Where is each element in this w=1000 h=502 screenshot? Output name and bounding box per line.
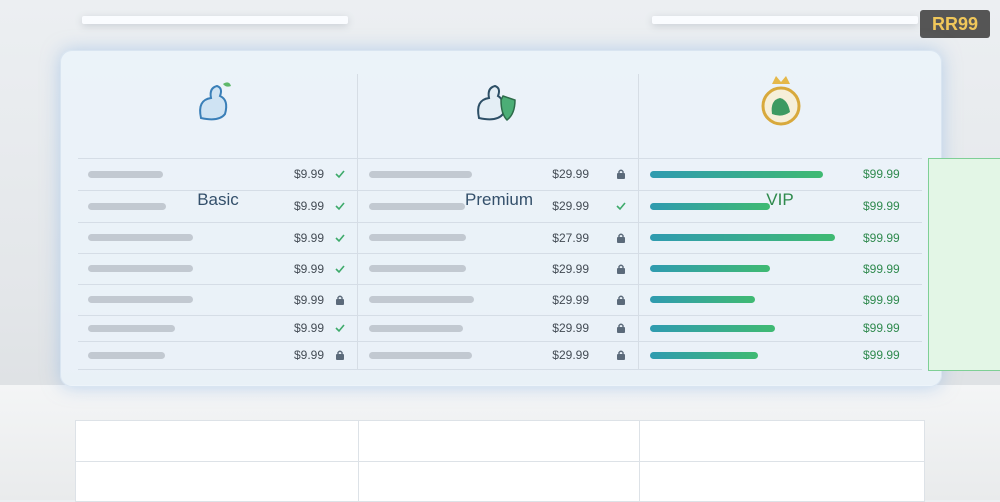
check-icon [335,264,345,273]
price: $99.99 [863,292,900,307]
price: $29.99 [552,292,589,307]
placeholder-bar [369,351,472,359]
placeholder-bar [88,202,166,210]
feature-bar [650,234,835,241]
lock-icon [617,295,625,305]
price: $29.99 [552,199,589,213]
premium-icon [477,84,516,121]
plan-name: Premium [464,190,533,209]
placeholder-bar [88,351,165,359]
lock-icon [617,169,625,179]
lock-icon [617,323,625,333]
vip-highlight [928,158,1000,371]
lock-icon [336,295,344,305]
lock-icon [617,264,625,274]
row-divider [78,284,922,285]
price: $9.99 [293,321,324,335]
lock-icon [617,233,625,243]
vip-icon [761,76,801,126]
placeholder-bar [88,170,163,178]
check-icon [335,202,345,211]
price: $99.99 [863,167,900,181]
row-divider [78,369,922,370]
price: $9.99 [293,348,324,362]
ceiling-lamp [652,16,918,24]
placeholder-bar [369,170,472,178]
check-icon [335,170,345,179]
price: $99.99 [863,261,900,276]
lock-icon [617,350,625,360]
feature-bar [650,170,823,178]
lock-icon [336,350,344,360]
feature-bar [650,202,770,210]
price: $9.99 [293,199,324,213]
ceiling-lamp [82,16,348,24]
placeholder-bar [88,296,193,303]
placeholder-bar [369,296,474,303]
row-divider [78,158,922,159]
plan-name: VIP [766,190,794,209]
price: $27.99 [552,230,589,245]
feature-bar [650,324,775,332]
price: $99.99 [863,230,900,245]
placeholder-bar [88,234,193,241]
price: $9.99 [293,261,324,276]
price: $99.99 [863,348,900,362]
feature-bar [650,351,758,359]
check-icon [616,202,626,211]
lower-table [75,420,925,502]
pricing-table: Basic Premium VIP $9.99 $29.99 $99.99 $9.99… [78,60,1000,371]
placeholder-bar [369,265,466,272]
placeholder-bar [369,324,463,332]
price: $29.99 [552,167,589,181]
row-divider [78,222,922,223]
placeholder-bar [369,234,466,241]
row-divider [78,315,922,316]
placeholder-bar [88,265,193,272]
price: $29.99 [552,321,589,335]
price: $99.99 [863,199,900,213]
basic-icon [199,82,231,121]
check-icon [335,324,345,333]
row-divider [78,190,922,191]
check-icon [335,233,345,242]
brand-logo: RR99 [920,10,990,38]
feature-bar [650,296,755,303]
placeholder-bar [88,324,175,332]
feature-bar [650,265,770,272]
row-divider [78,253,922,254]
placeholder-bar [369,202,465,210]
price: $9.99 [293,167,324,181]
plan-name: Basic [197,190,239,209]
price: $99.99 [863,321,900,335]
price: $9.99 [293,230,324,245]
price: $9.99 [293,292,324,307]
row-divider [78,341,922,342]
price: $29.99 [552,348,589,362]
price: $29.99 [552,261,589,276]
